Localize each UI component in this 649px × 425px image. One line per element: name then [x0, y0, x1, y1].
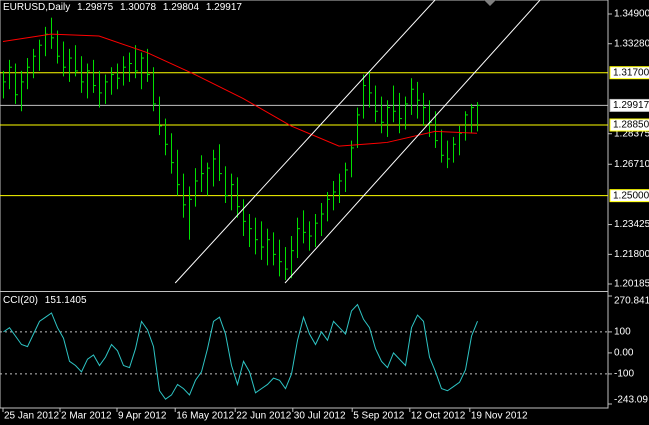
x-tick-label: 25 Jan 2012 — [4, 411, 59, 422]
y-tick-label: 100 — [614, 327, 631, 338]
x-tick-label: 19 Nov 2012 — [471, 411, 528, 422]
symbol: EURUSD,Daily — [3, 2, 71, 13]
indicator-line — [3, 303, 478, 400]
indicator-name: CCI(20) — [3, 295, 39, 306]
cci-header: CCI(20) 151.1405 — [3, 295, 91, 306]
y-tick-label: 1.21800 — [614, 249, 649, 260]
level-label: 1.25000 — [613, 190, 649, 201]
indicator-value: 151.1405 — [44, 295, 87, 306]
level-label: 1.28850 — [613, 120, 649, 131]
x-tick-label: 2 Mar 2012 — [61, 411, 112, 422]
y-tick-label: 0.00 — [614, 348, 634, 359]
x-tick-label: 5 Sep 2012 — [353, 411, 405, 422]
moving-average — [2, 33, 478, 147]
level-label-box — [609, 118, 649, 132]
y-tick-label: 1.28375 — [614, 128, 649, 139]
y-tick-label: 1.33280 — [614, 38, 649, 49]
y-tick-label: 1.26710 — [614, 159, 649, 170]
level-label: 1.31700 — [613, 67, 649, 78]
high: 1.30078 — [119, 2, 157, 13]
x-tick-label: 22 Jun 2012 — [236, 411, 291, 422]
y-tick-label: 1.34900 — [614, 9, 649, 20]
y-tick-label: -100 — [614, 369, 634, 380]
channel-line — [284, 0, 541, 284]
level-label-box — [609, 66, 649, 80]
plot-frame — [0, 0, 609, 409]
open: 1.29875 — [77, 2, 114, 13]
y-tick-label: 270.8412 — [614, 296, 649, 307]
close: 1.29917 — [205, 2, 242, 13]
level-label-box — [609, 189, 649, 203]
x-tick-label: 30 Jul 2012 — [294, 411, 346, 422]
level-label: 1.29917 — [613, 100, 649, 111]
y-tick-label: 1.20185 — [614, 279, 649, 290]
x-tick-label: 9 Apr 2012 — [118, 411, 167, 422]
x-tick-label: 16 May 2012 — [176, 411, 234, 422]
price-header: EURUSD,Daily 1.29875 1.30078 1.29804 1.2… — [3, 2, 246, 13]
y-tick-label: -243.09 — [614, 395, 648, 406]
shift-marker — [484, 0, 496, 6]
channel-line — [174, 0, 436, 284]
y-tick-label: 1.23425 — [614, 219, 649, 230]
x-tick-label: 12 Oct 2012 — [411, 411, 466, 422]
level-label-box — [609, 98, 649, 112]
low: 1.29804 — [162, 2, 200, 13]
